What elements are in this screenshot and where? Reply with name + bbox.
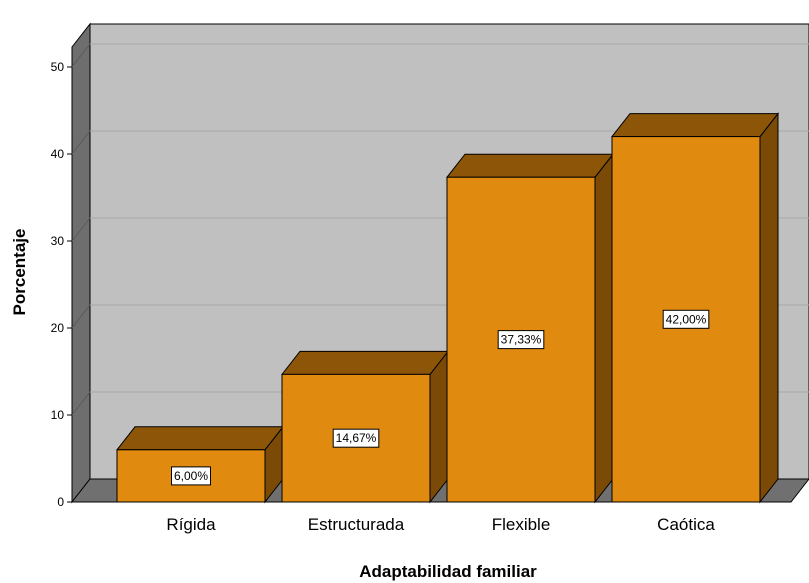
bar-side (594, 152, 614, 504)
y-tick-label: 50 (51, 60, 65, 74)
bar-top (445, 153, 615, 178)
data-label: 37,33% (501, 333, 542, 347)
data-label-box (332, 428, 380, 448)
data-label: 14,67% (336, 431, 377, 445)
data-label: 6,00% (174, 469, 208, 483)
bar-1: 6,00% (115, 425, 285, 504)
y-axis-ticks: 0 10 20 30 40 50 (51, 60, 72, 509)
data-label-box (662, 309, 710, 329)
bar-3: 37,33% (445, 152, 615, 504)
x-tick-label: Estructurada (308, 515, 405, 534)
bar-2: 14,67% (280, 349, 450, 504)
bar-top (115, 426, 285, 451)
y-tick-label: 40 (51, 147, 65, 161)
x-tick-label: Flexible (492, 515, 551, 534)
x-tick-label: Caótica (657, 515, 715, 534)
bar-top (610, 113, 780, 138)
y-axis-title: Porcentaje (10, 229, 29, 316)
gridline-side (71, 304, 91, 329)
y-tick-label: 20 (51, 321, 65, 335)
gridline-side (71, 43, 91, 68)
bar-side (429, 349, 449, 504)
gridline-side (71, 391, 91, 416)
x-axis-ticks: Rígida Estructurada Flexible Caótica (166, 515, 715, 534)
gridline-side (71, 217, 91, 242)
bar-4: 42,00% (610, 112, 780, 504)
side-wall (71, 22, 91, 504)
bar-top (280, 350, 450, 375)
y-tick-label: 30 (51, 234, 65, 248)
x-axis-title: Adaptabilidad familiar (359, 562, 537, 581)
data-label-box (497, 330, 545, 350)
data-label-box (171, 466, 211, 486)
bar-side (759, 112, 779, 504)
data-label: 42,00% (666, 312, 707, 326)
bars: 6,00% 14,67% 37,33% 42,00% (115, 112, 780, 504)
y-tick-label: 0 (57, 495, 64, 509)
x-tick-label: Rígida (166, 515, 216, 534)
y-tick-label: 10 (51, 408, 65, 422)
gridline-side (71, 130, 91, 155)
